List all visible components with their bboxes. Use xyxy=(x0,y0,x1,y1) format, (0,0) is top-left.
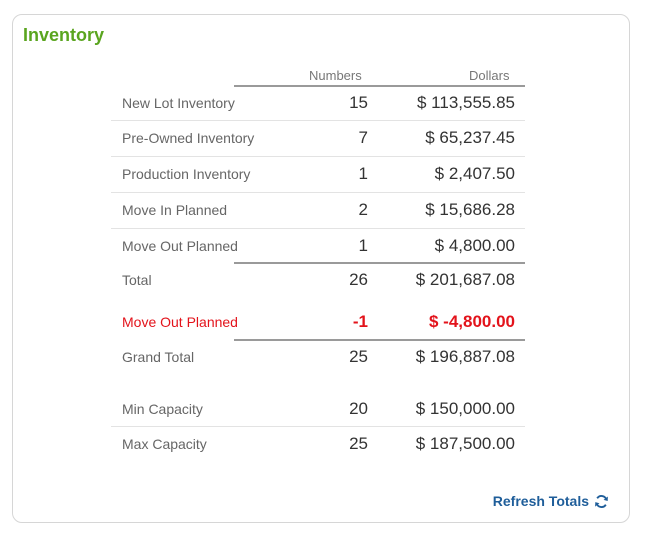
row-numbers: 1 xyxy=(358,164,368,183)
move-out-adjustment-label: Move Out Planned xyxy=(122,314,238,330)
row-numbers: 2 xyxy=(358,200,368,219)
row-divider xyxy=(111,156,525,157)
row-numbers: 1 xyxy=(358,236,368,255)
refresh-totals-link[interactable]: Refresh Totals xyxy=(493,493,609,509)
row-dollars: $ 113,555.85 xyxy=(417,93,515,112)
min-capacity-label: Min Capacity xyxy=(122,401,203,417)
row-label: Production Inventory xyxy=(122,166,251,182)
panel-title: Inventory xyxy=(23,25,105,45)
row-numbers: 7 xyxy=(358,128,368,147)
move-out-adjustment-row: Move Out Planned -1 $ -4,800.00 xyxy=(111,305,525,339)
row-dollars: $ 15,686.28 xyxy=(425,200,515,219)
row-numbers: 15 xyxy=(349,93,368,112)
row-divider xyxy=(111,228,525,229)
table-row: Pre-Owned Inventory 7 $ 65,237.45 xyxy=(111,121,525,155)
row-divider xyxy=(111,192,525,193)
row-dollars: $ 2,407.50 xyxy=(434,164,515,183)
total-dollars: $ 201,687.08 xyxy=(415,270,515,289)
total-row: Total 26 $ 201,687.08 xyxy=(111,263,525,297)
max-capacity-row: Max Capacity 25 $ 187,500.00 xyxy=(111,427,525,461)
inventory-panel: Inventory Numbers Dollars New Lot Invent… xyxy=(12,14,630,523)
max-capacity-numbers: 25 xyxy=(349,434,368,453)
total-label: Total xyxy=(122,272,152,288)
row-dollars: $ 4,800.00 xyxy=(434,236,515,255)
min-capacity-dollars: $ 150,000.00 xyxy=(415,399,515,418)
table-row: Move Out Planned 1 $ 4,800.00 xyxy=(111,229,525,263)
total-rule xyxy=(234,262,525,264)
row-label: New Lot Inventory xyxy=(122,95,235,111)
row-divider xyxy=(111,426,525,427)
total-numbers: 26 xyxy=(349,270,368,289)
move-out-adjustment-numbers: -1 xyxy=(352,312,368,331)
grand-total-row: Grand Total 25 $ 196,887.08 xyxy=(111,340,525,374)
grand-total-numbers: 25 xyxy=(349,347,368,366)
refresh-icon xyxy=(594,494,609,509)
grand-total-label: Grand Total xyxy=(122,349,195,365)
row-dollars: $ 65,237.45 xyxy=(425,128,515,147)
max-capacity-label: Max Capacity xyxy=(122,436,207,452)
table-row: New Lot Inventory 15 $ 113,555.85 xyxy=(111,86,525,120)
row-label: Move In Planned xyxy=(122,202,228,218)
row-label: Pre-Owned Inventory xyxy=(122,130,255,146)
table-row: Production Inventory 1 $ 2,407.50 xyxy=(111,157,525,191)
table-row: Move In Planned 2 $ 15,686.28 xyxy=(111,193,525,227)
header-rule xyxy=(234,85,525,87)
column-header-dollars: Dollars xyxy=(469,68,510,83)
refresh-totals-label: Refresh Totals xyxy=(492,493,589,509)
row-label: Move Out Planned xyxy=(122,238,238,254)
move-out-adjustment-dollars: $ -4,800.00 xyxy=(428,312,515,331)
max-capacity-dollars: $ 187,500.00 xyxy=(415,434,515,453)
min-capacity-numbers: 20 xyxy=(349,399,368,418)
min-capacity-row: Min Capacity 20 $ 150,000.00 xyxy=(111,392,525,426)
column-header-numbers: Numbers xyxy=(309,68,362,83)
grand-total-rule xyxy=(234,339,525,341)
grand-total-dollars: $ 196,887.08 xyxy=(415,347,515,366)
row-divider xyxy=(111,120,525,121)
